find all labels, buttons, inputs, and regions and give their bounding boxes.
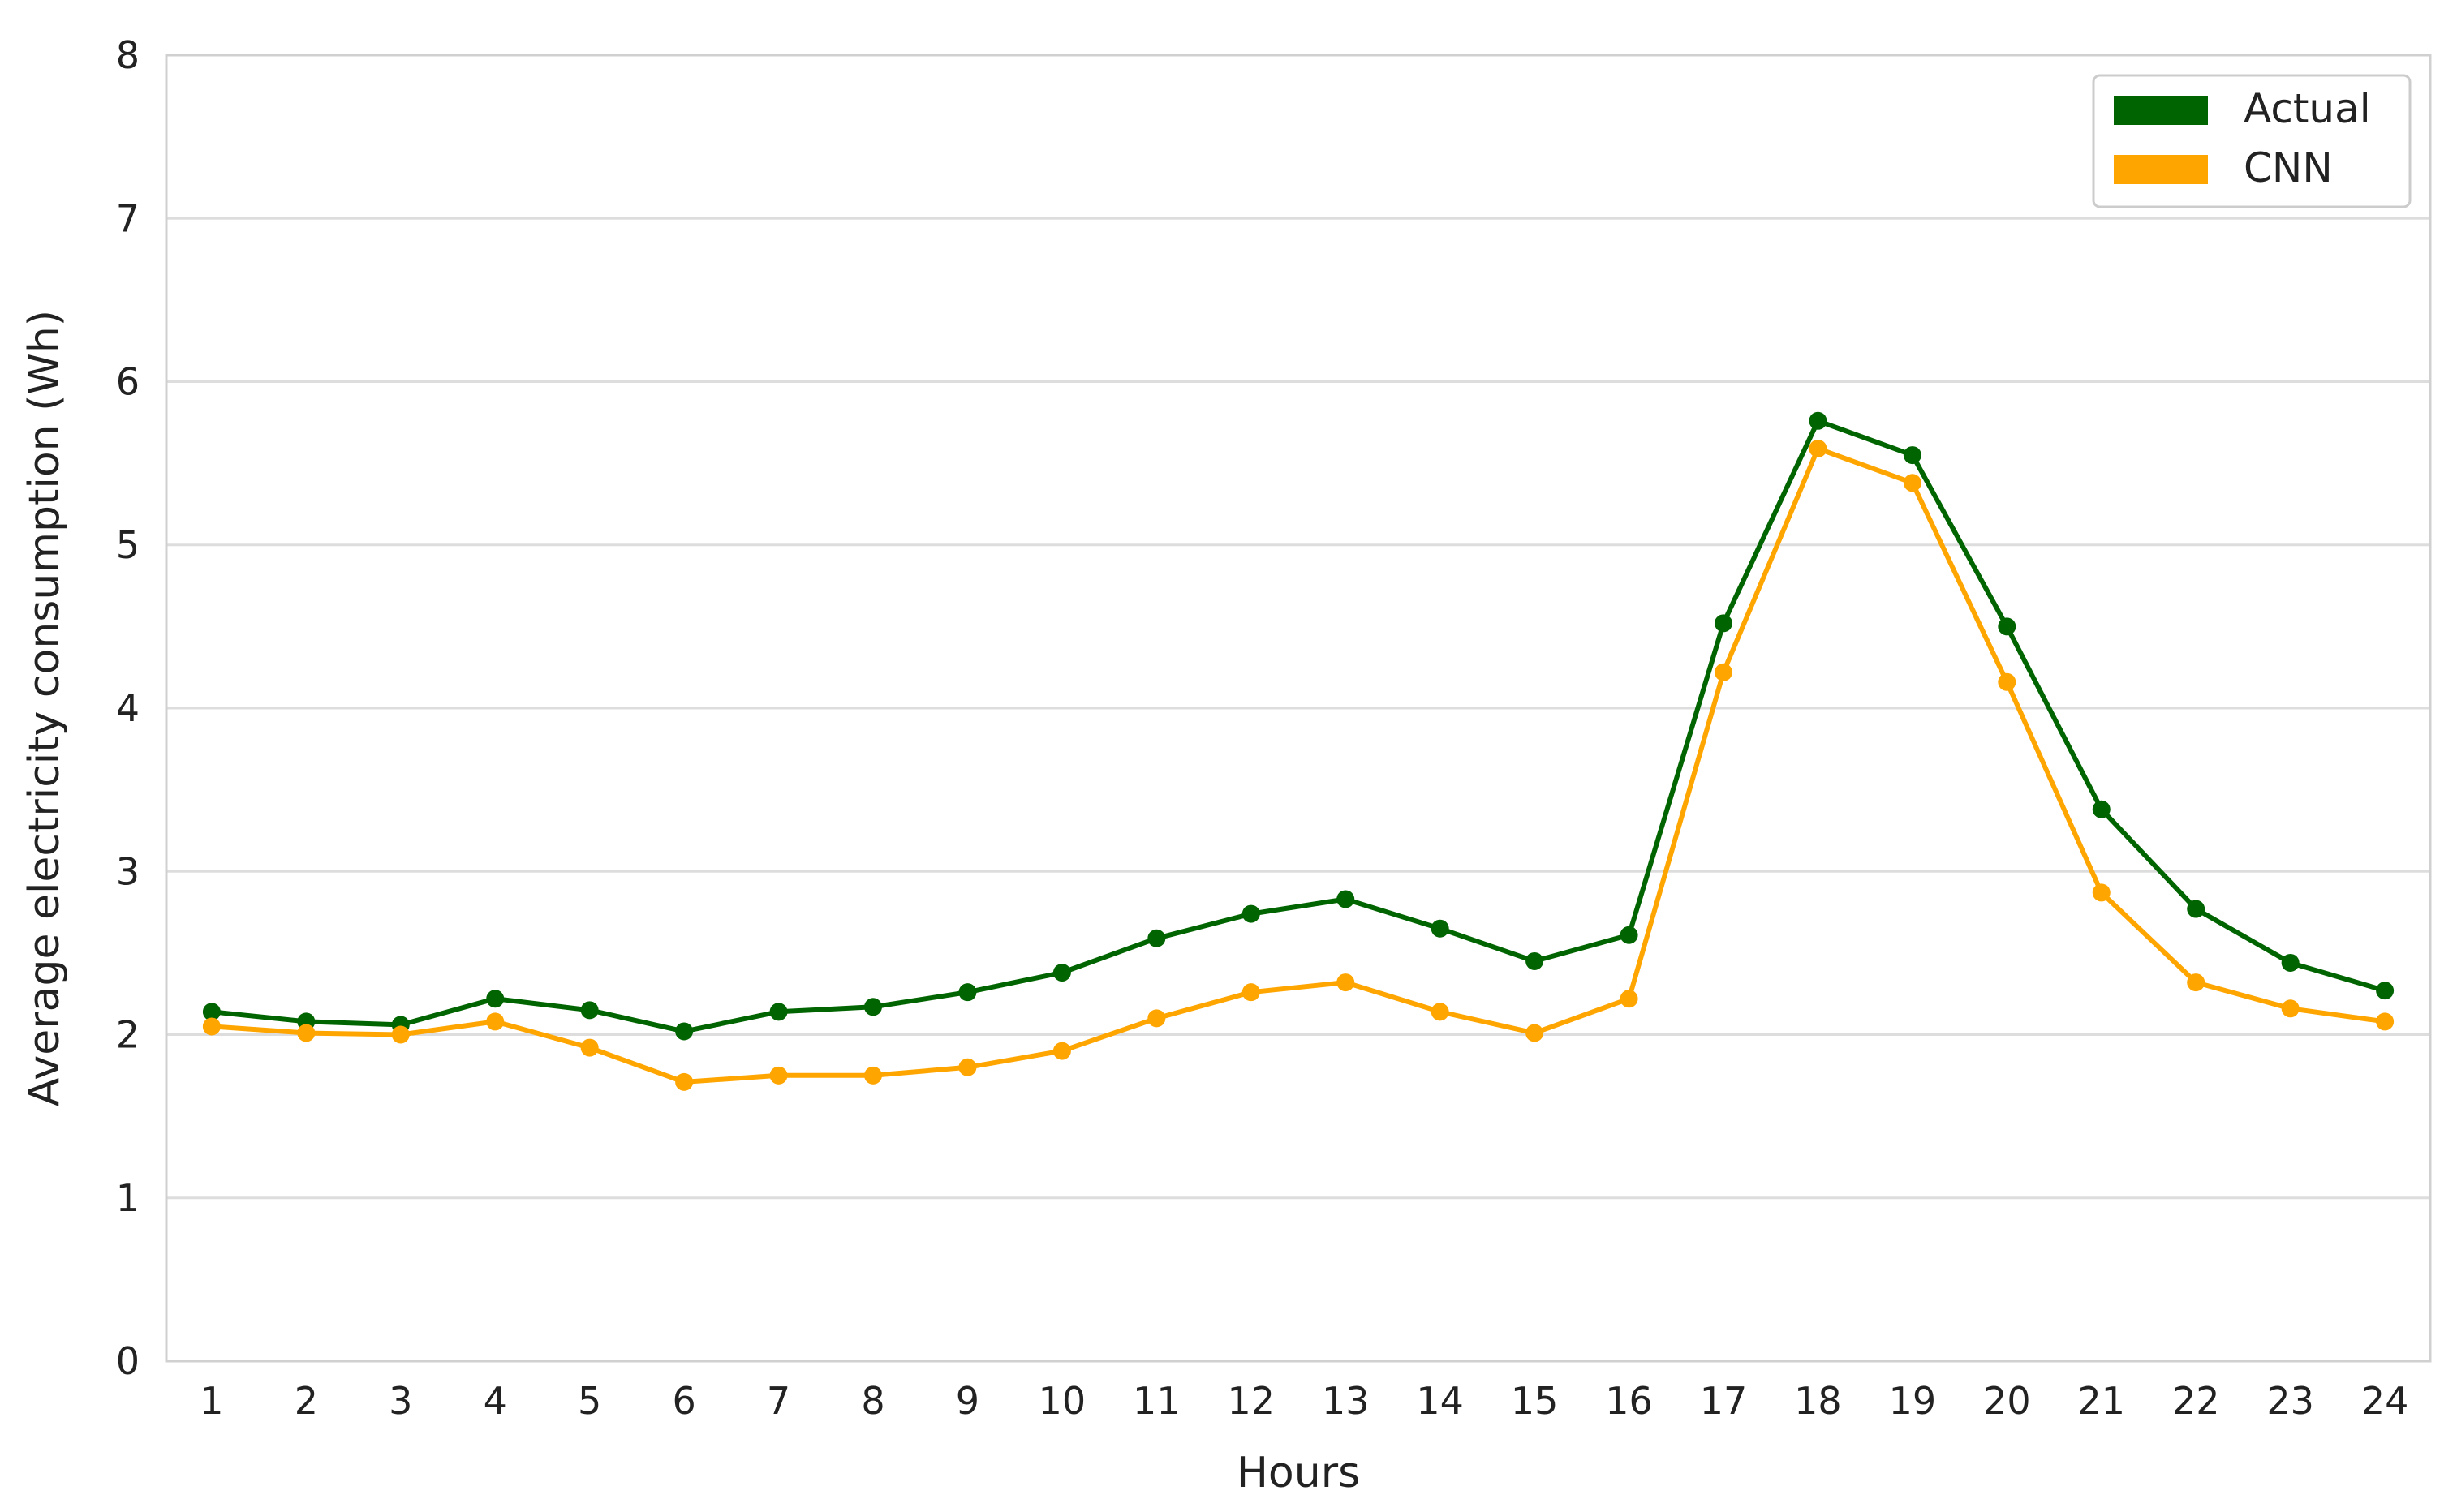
data-point-actual [769,1003,788,1021]
x-tick-label: 8 [861,1379,884,1423]
legend-swatch-cnn [2114,155,2208,184]
data-point-actual [2376,982,2395,1000]
series-line-actual [209,418,2388,1034]
series-lines [202,411,2395,1091]
data-point-cnn [2281,999,2300,1018]
data-point-actual [958,983,977,1002]
series-cnn [202,440,2395,1091]
data-point-cnn [864,1066,883,1085]
legend-label-cnn: CNN [2244,144,2333,191]
x-tick-label: 21 [2078,1379,2126,1423]
data-point-cnn [1809,440,1827,458]
y-tick-label: 4 [116,686,140,730]
data-point-actual [1809,411,1827,430]
x-tick-label: 15 [1511,1379,1559,1423]
data-point-cnn [202,1017,221,1036]
x-tick-label: 9 [956,1379,979,1423]
plot-frame [165,54,2432,1363]
data-point-actual [1620,926,1638,944]
y-tick-label: 2 [116,1013,140,1057]
data-point-cnn [391,1025,410,1044]
x-tick-label: 20 [1983,1379,2031,1423]
x-tick-label: 12 [1228,1379,1276,1423]
data-point-cnn [1903,474,1921,492]
data-point-actual [1147,929,1166,947]
data-point-cnn [486,1012,505,1031]
grid-lines [166,217,2430,1200]
data-point-actual [486,990,505,1008]
data-point-actual [675,1022,694,1041]
x-tick-label: 6 [672,1379,695,1423]
data-point-cnn [675,1072,694,1091]
x-tick-label: 2 [295,1379,318,1423]
x-tick-label: 16 [1605,1379,1653,1423]
data-point-actual [1903,446,1921,465]
y-tick-label: 5 [116,523,140,567]
data-point-actual [1336,890,1355,908]
series-actual [202,411,2395,1041]
x-tick-label: 1 [200,1379,223,1423]
data-point-actual [580,1001,599,1020]
data-point-cnn [1052,1042,1071,1060]
x-tick-label: 13 [1322,1379,1370,1423]
y-tick-label: 6 [116,360,140,404]
x-tick-label: 22 [2172,1379,2220,1423]
data-point-cnn [297,1024,316,1042]
data-point-actual [1714,614,1732,633]
series-line-cnn [209,446,2388,1085]
data-point-cnn [2187,973,2205,992]
y-tick-label: 3 [116,849,140,893]
x-tick-label: 14 [1416,1379,1464,1423]
x-tick-label: 24 [2361,1379,2409,1423]
data-point-cnn [1998,672,2016,691]
data-point-cnn [1525,1024,1544,1042]
legend-swatch-actual [2114,96,2208,125]
data-point-cnn [1241,983,1260,1002]
x-tick-label: 4 [484,1379,507,1423]
data-point-actual [202,1003,221,1021]
y-tick-label: 0 [116,1339,140,1383]
x-tick-label: 23 [2266,1379,2314,1423]
x-tick-label: 7 [767,1379,790,1423]
y-tick-label: 7 [116,196,140,240]
data-point-cnn [1336,973,1355,992]
legend-label-actual: Actual [2244,85,2371,132]
data-point-cnn [1147,1009,1166,1028]
data-point-cnn [580,1038,599,1057]
data-point-actual [1525,951,1544,970]
x-tick-label: 18 [1794,1379,1842,1423]
data-point-actual [1052,964,1071,982]
x-tick-label: 19 [1889,1379,1937,1423]
x-tick-label: 11 [1133,1379,1181,1423]
data-point-cnn [1620,990,1638,1008]
data-point-cnn [2092,883,2111,902]
data-point-cnn [1714,663,1732,681]
data-point-actual [2187,900,2205,918]
x-tick-labels: 1 2 3 4 5 6 7 8 9 10 11 12 13 14 15 16 17 18 19 20 21 22 23 24 [200,1379,2408,1423]
data-point-actual [1431,919,1449,938]
y-tick-labels: 0 1 2 3 4 5 6 7 8 [116,33,140,1383]
y-tick-label: 8 [116,33,140,77]
data-point-actual [864,998,883,1016]
x-axis-label: Hours [1237,1449,1360,1497]
data-point-cnn [1431,1003,1449,1021]
x-tick-label: 17 [1700,1379,1748,1423]
y-axis-label: Average electricity consumption (Wh) [20,310,69,1106]
data-point-actual [1241,904,1260,923]
data-point-actual [2281,953,2300,972]
legend: Actual CNN [2092,74,2412,208]
data-point-actual [1998,617,2016,636]
data-point-cnn [958,1058,977,1076]
data-point-cnn [2376,1012,2395,1031]
y-tick-label: 1 [116,1176,140,1220]
data-point-actual [2092,800,2111,818]
x-tick-label: 3 [389,1379,412,1423]
x-tick-label: 10 [1039,1379,1087,1423]
data-point-cnn [769,1066,788,1085]
x-tick-label: 5 [578,1379,601,1423]
